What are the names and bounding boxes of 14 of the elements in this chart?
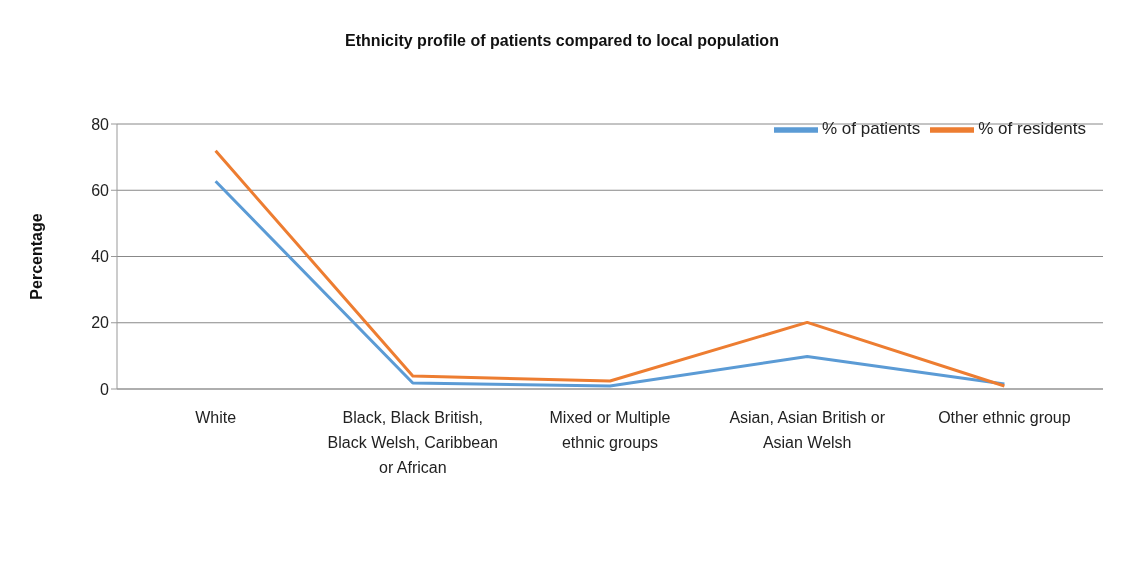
x-tick-label: Asian, Asian British or Asian Welsh: [729, 409, 886, 451]
y-tick-label: 60: [91, 181, 110, 199]
y-tick-label: 20: [91, 314, 110, 332]
y-tick-label: 80: [91, 115, 110, 133]
legend-label: % of residents: [978, 119, 1086, 139]
y-axis-title: Percentage: [27, 213, 45, 300]
legend-label: % of patients: [821, 119, 921, 139]
x-tick-label: Other ethnic group: [938, 409, 1071, 426]
y-tick-label: 0: [100, 380, 110, 398]
x-tick-label: Mixed or Multiple ethnic groups: [549, 409, 671, 451]
x-tick-label: White: [195, 409, 237, 426]
x-tick-label: Black, Black British, Black Welsh, Caribbean or African: [327, 409, 499, 476]
chart-title: Ethnicity profile of patients compared to local population: [344, 32, 780, 50]
y-tick-label: 40: [91, 248, 110, 266]
